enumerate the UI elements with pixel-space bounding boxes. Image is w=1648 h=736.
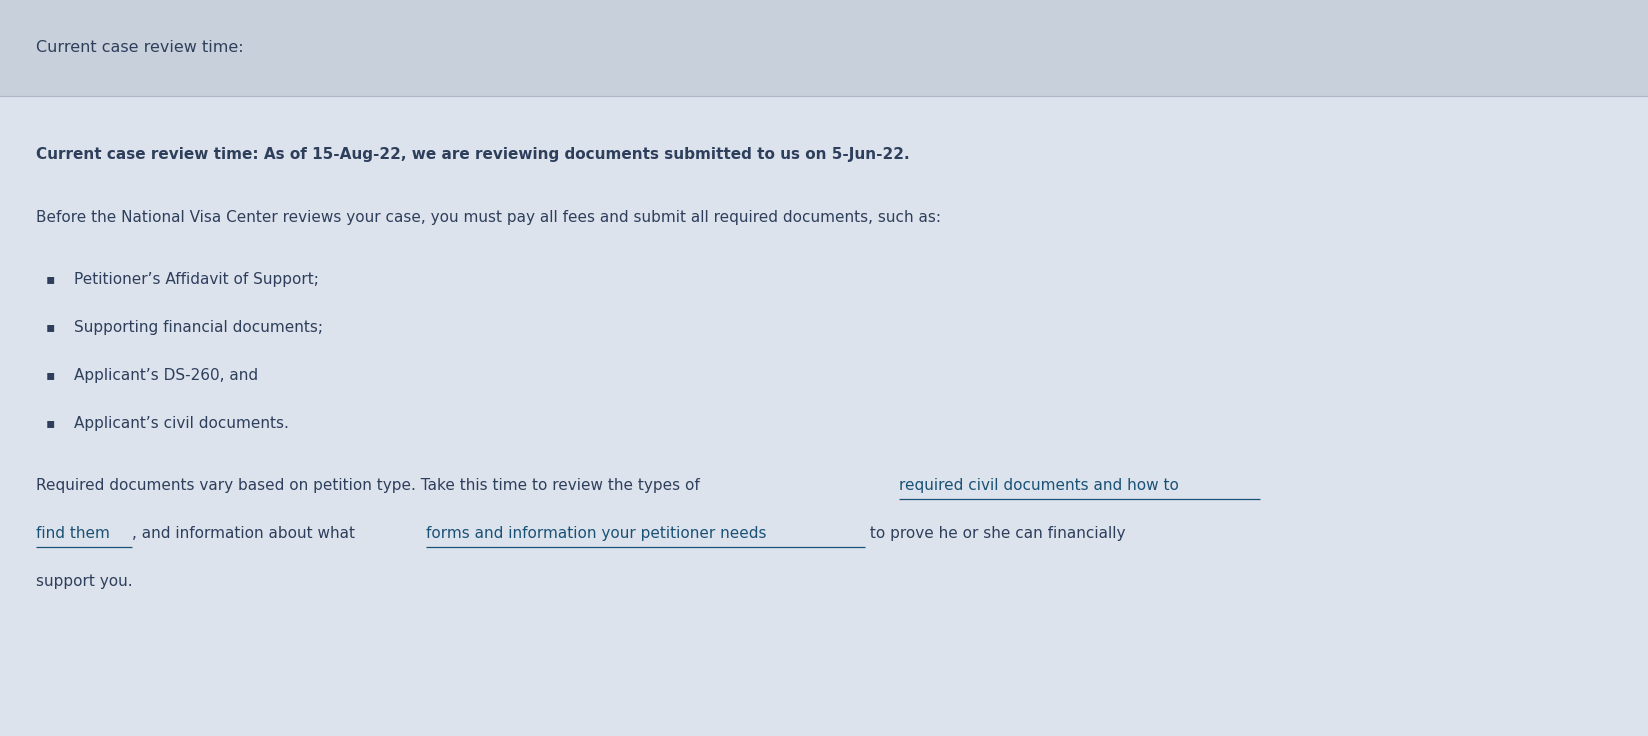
Text: Current case review time:: Current case review time: [36,40,244,55]
Text: Applicant’s DS-260, and: Applicant’s DS-260, and [74,368,259,383]
Text: Current case review time: As of 15-Aug-22, we are reviewing documents submitted : Current case review time: As of 15-Aug-2… [36,147,910,162]
Text: ▪: ▪ [46,272,56,286]
Text: , and information about what: , and information about what [132,526,359,541]
Text: forms and information your petitioner needs: forms and information your petitioner ne… [425,526,766,541]
Text: support you.: support you. [36,574,133,589]
Text: Applicant’s civil documents.: Applicant’s civil documents. [74,416,288,431]
Text: Before the National Visa Center reviews your case, you must pay all fees and sub: Before the National Visa Center reviews … [36,210,941,224]
FancyBboxPatch shape [0,0,1648,96]
Text: Supporting financial documents;: Supporting financial documents; [74,320,323,335]
Text: to prove he or she can financially: to prove he or she can financially [865,526,1126,541]
Text: required civil documents and how to: required civil documents and how to [900,478,1178,493]
Text: ▪: ▪ [46,368,56,382]
Text: Petitioner’s Affidavit of Support;: Petitioner’s Affidavit of Support; [74,272,320,287]
Text: find them: find them [36,526,110,541]
Text: Required documents vary based on petition type. Take this time to review the typ: Required documents vary based on petitio… [36,478,705,493]
Text: ▪: ▪ [46,416,56,430]
Text: ▪: ▪ [46,320,56,334]
